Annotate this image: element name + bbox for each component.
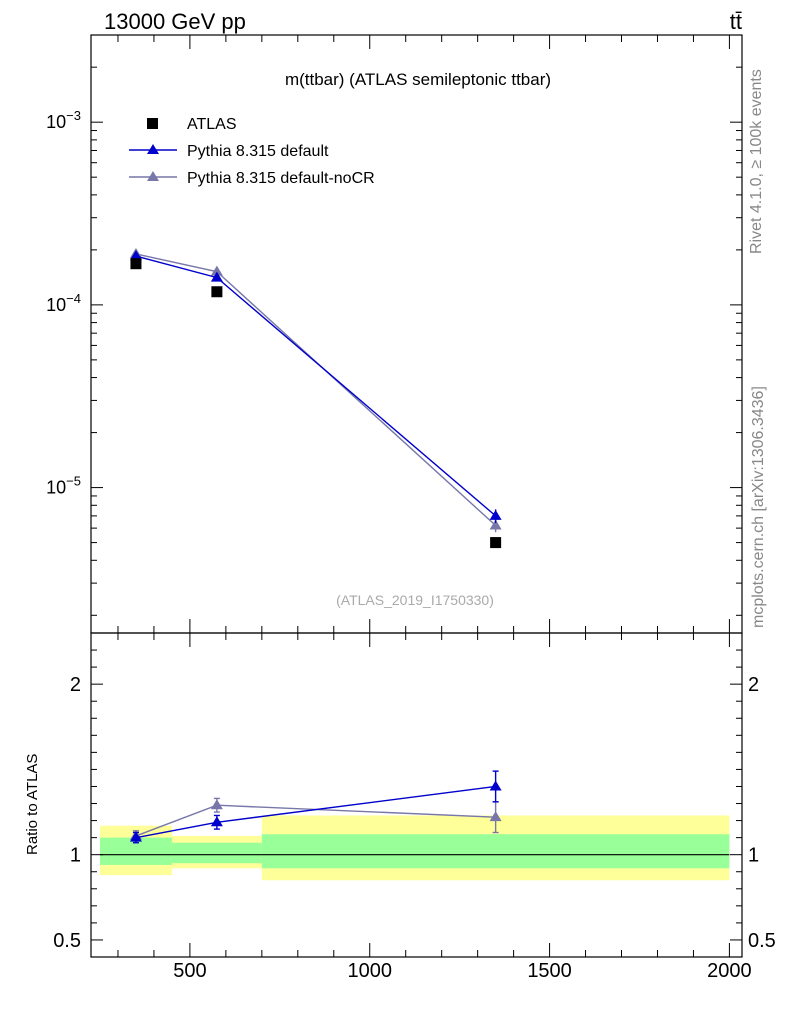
ratio-data-point bbox=[489, 811, 502, 822]
analysis-tag: (ATLAS_2019_I1750330) bbox=[336, 592, 494, 608]
rivet-version-label: Rivet 4.1.0, ≥ 100k events bbox=[748, 69, 765, 254]
legend-marker-pythia-default bbox=[147, 144, 159, 154]
ratio-y-tick-label: 2 bbox=[70, 674, 81, 696]
main-y-tick-label: 10−4 bbox=[46, 291, 81, 315]
ratio-y-tick-label: 0.5 bbox=[53, 930, 81, 952]
mcplots-label: mcplots.cern.ch [arXiv:1306.3436] bbox=[750, 386, 767, 628]
legend-marker-atlas bbox=[147, 118, 158, 129]
ratio-data-point bbox=[210, 816, 223, 827]
ratio-y-axis-label: Ratio to ATLAS bbox=[24, 754, 41, 855]
ratio-inner-band bbox=[261, 834, 730, 869]
main-series-line bbox=[135, 253, 497, 527]
ratio-y-tick-label-right: 2 bbox=[748, 674, 759, 696]
ratio-panel-frame bbox=[90, 632, 743, 958]
ratio-data-point bbox=[210, 799, 223, 810]
x-tick-label: 1000 bbox=[347, 960, 392, 982]
main-plot-title: m(ttbar) (ATLAS semileptonic ttbar) bbox=[285, 70, 551, 89]
main-data-point bbox=[129, 250, 142, 261]
x-tick-label: 1500 bbox=[527, 960, 572, 982]
ratio-inner-band bbox=[171, 842, 262, 864]
main-data-point bbox=[490, 537, 502, 549]
main-data-point bbox=[489, 519, 502, 530]
main-y-tick-label: 10−3 bbox=[46, 108, 81, 132]
ratio-y-tick-label: 1 bbox=[70, 845, 81, 867]
legend-label-pythia-nocr: Pythia 8.315 default-noCR bbox=[187, 170, 375, 187]
ratio-y-tick-label-right: 1 bbox=[748, 845, 759, 867]
main-data-point bbox=[211, 286, 223, 298]
ratio-data-point bbox=[129, 831, 142, 842]
legend-label-pythia-default: Pythia 8.315 default bbox=[187, 143, 329, 160]
legend: ATLAS Pythia 8.315 default Pythia 8.315 … bbox=[129, 116, 375, 187]
ratio-y-tick-label-right: 0.5 bbox=[748, 930, 776, 952]
x-tick-label: 2000 bbox=[707, 960, 752, 982]
legend-label-atlas: ATLAS bbox=[187, 116, 237, 133]
ratio-data-point bbox=[489, 780, 502, 791]
energy-label: 13000 GeV pp bbox=[104, 9, 246, 34]
main-y-tick-label: 10−5 bbox=[46, 474, 81, 498]
main-data-point bbox=[489, 509, 502, 520]
main-data-point bbox=[210, 265, 223, 276]
main-data-point bbox=[130, 258, 142, 270]
main-data-point bbox=[210, 271, 223, 282]
process-label: tt̄ bbox=[730, 9, 742, 34]
legend-marker-pythia-nocr bbox=[147, 171, 159, 181]
x-tick-label: 500 bbox=[173, 960, 206, 982]
